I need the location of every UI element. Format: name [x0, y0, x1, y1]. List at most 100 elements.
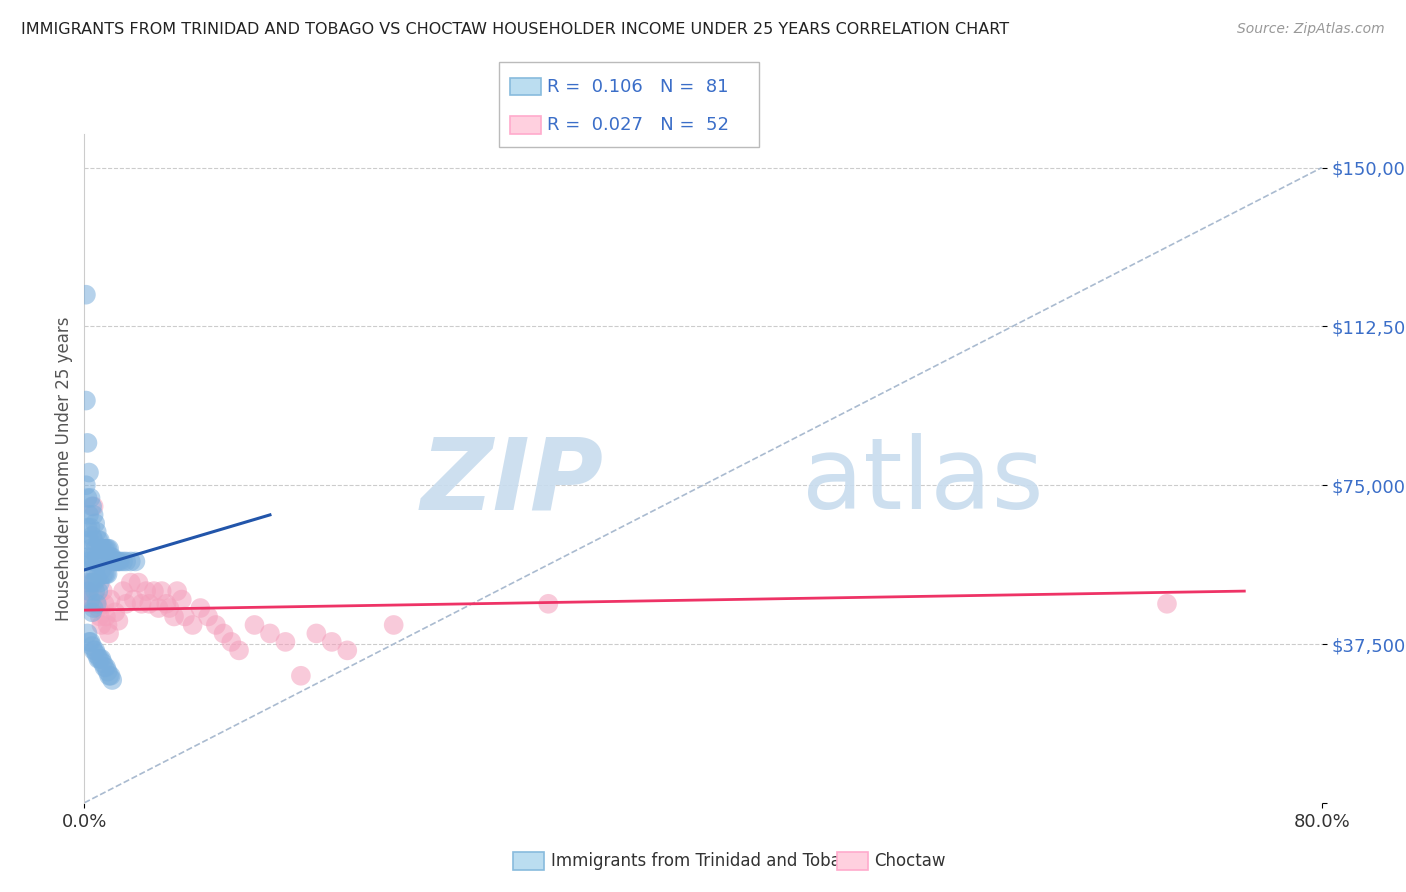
Point [76, 626, 98, 640]
Point [243, 618, 266, 632]
Point [321, 635, 343, 649]
Point [86, 648, 108, 662]
Point [77, 592, 100, 607]
Point [77, 533, 100, 548]
Point [84, 584, 107, 599]
Point [79, 491, 101, 505]
Point [122, 592, 145, 607]
Point [105, 554, 128, 568]
Point [89, 533, 111, 548]
Point [87, 584, 110, 599]
Point [79, 592, 101, 607]
Point [155, 597, 177, 611]
Point [115, 597, 138, 611]
Text: IMMIGRANTS FROM TRINIDAD AND TOBAGO VS CHOCTAW HOUSEHOLDER INCOME UNDER 25 YEARS: IMMIGRANTS FROM TRINIDAD AND TOBAGO VS C… [21, 22, 1010, 37]
Point [305, 626, 328, 640]
Point [101, 673, 124, 687]
Text: R =  0.106   N =  81: R = 0.106 N = 81 [547, 78, 728, 95]
Point [159, 601, 180, 615]
Point [83, 575, 105, 590]
Point [82, 597, 104, 611]
Point [166, 584, 188, 599]
Point [537, 597, 560, 611]
Point [163, 609, 186, 624]
Point [91, 584, 114, 599]
Point [86, 524, 108, 539]
Point [82, 575, 104, 590]
Point [76, 520, 98, 534]
Point [76, 550, 98, 565]
Point [89, 554, 111, 568]
Point [82, 605, 104, 619]
Point [108, 554, 131, 568]
Text: Source: ZipAtlas.com: Source: ZipAtlas.com [1237, 22, 1385, 37]
Text: atlas: atlas [801, 434, 1043, 530]
Point [77, 584, 100, 599]
Point [94, 567, 117, 582]
Point [84, 575, 107, 590]
Point [107, 614, 129, 628]
Point [150, 584, 173, 599]
Text: R =  0.027   N =  52: R = 0.027 N = 52 [547, 116, 728, 134]
Point [82, 529, 104, 543]
Point [89, 652, 111, 666]
Point [83, 508, 105, 522]
Point [100, 550, 122, 565]
Point [86, 550, 108, 565]
Point [84, 541, 107, 556]
Point [103, 554, 125, 568]
Point [87, 652, 110, 666]
Point [91, 541, 114, 556]
Point [127, 575, 149, 590]
Point [336, 643, 359, 657]
Text: Choctaw: Choctaw [875, 852, 946, 870]
Point [197, 609, 219, 624]
Point [101, 550, 124, 565]
Point [90, 618, 112, 632]
Point [84, 516, 107, 531]
Point [93, 541, 115, 556]
Point [120, 575, 142, 590]
Point [84, 563, 107, 577]
Point [83, 500, 105, 514]
Point [76, 491, 98, 505]
Point [79, 635, 101, 649]
Point [87, 533, 110, 548]
Point [86, 592, 108, 607]
Point [96, 665, 118, 679]
Point [382, 618, 405, 632]
Point [98, 626, 121, 640]
Point [115, 554, 138, 568]
Point [1156, 597, 1178, 611]
Point [124, 554, 146, 568]
Point [90, 563, 112, 577]
Point [82, 550, 104, 565]
Point [76, 584, 98, 599]
Point [75, 478, 97, 492]
Point [94, 660, 117, 674]
Point [79, 563, 101, 577]
Point [89, 575, 111, 590]
Point [138, 597, 160, 611]
Point [104, 554, 127, 568]
Point [77, 554, 100, 568]
Point [174, 609, 197, 624]
Point [96, 567, 118, 582]
Point [205, 618, 228, 632]
Point [79, 541, 101, 556]
Point [219, 635, 242, 649]
Y-axis label: Householder Income Under 25 years: Householder Income Under 25 years [55, 316, 73, 621]
Point [96, 618, 118, 632]
Point [90, 541, 112, 556]
Point [96, 541, 118, 556]
Point [100, 592, 122, 607]
Point [170, 592, 193, 607]
Point [83, 601, 105, 615]
Point [87, 554, 110, 568]
Point [112, 584, 135, 599]
Point [112, 554, 135, 568]
Point [228, 643, 250, 657]
Point [83, 554, 105, 568]
Point [91, 656, 114, 670]
Point [75, 287, 97, 301]
